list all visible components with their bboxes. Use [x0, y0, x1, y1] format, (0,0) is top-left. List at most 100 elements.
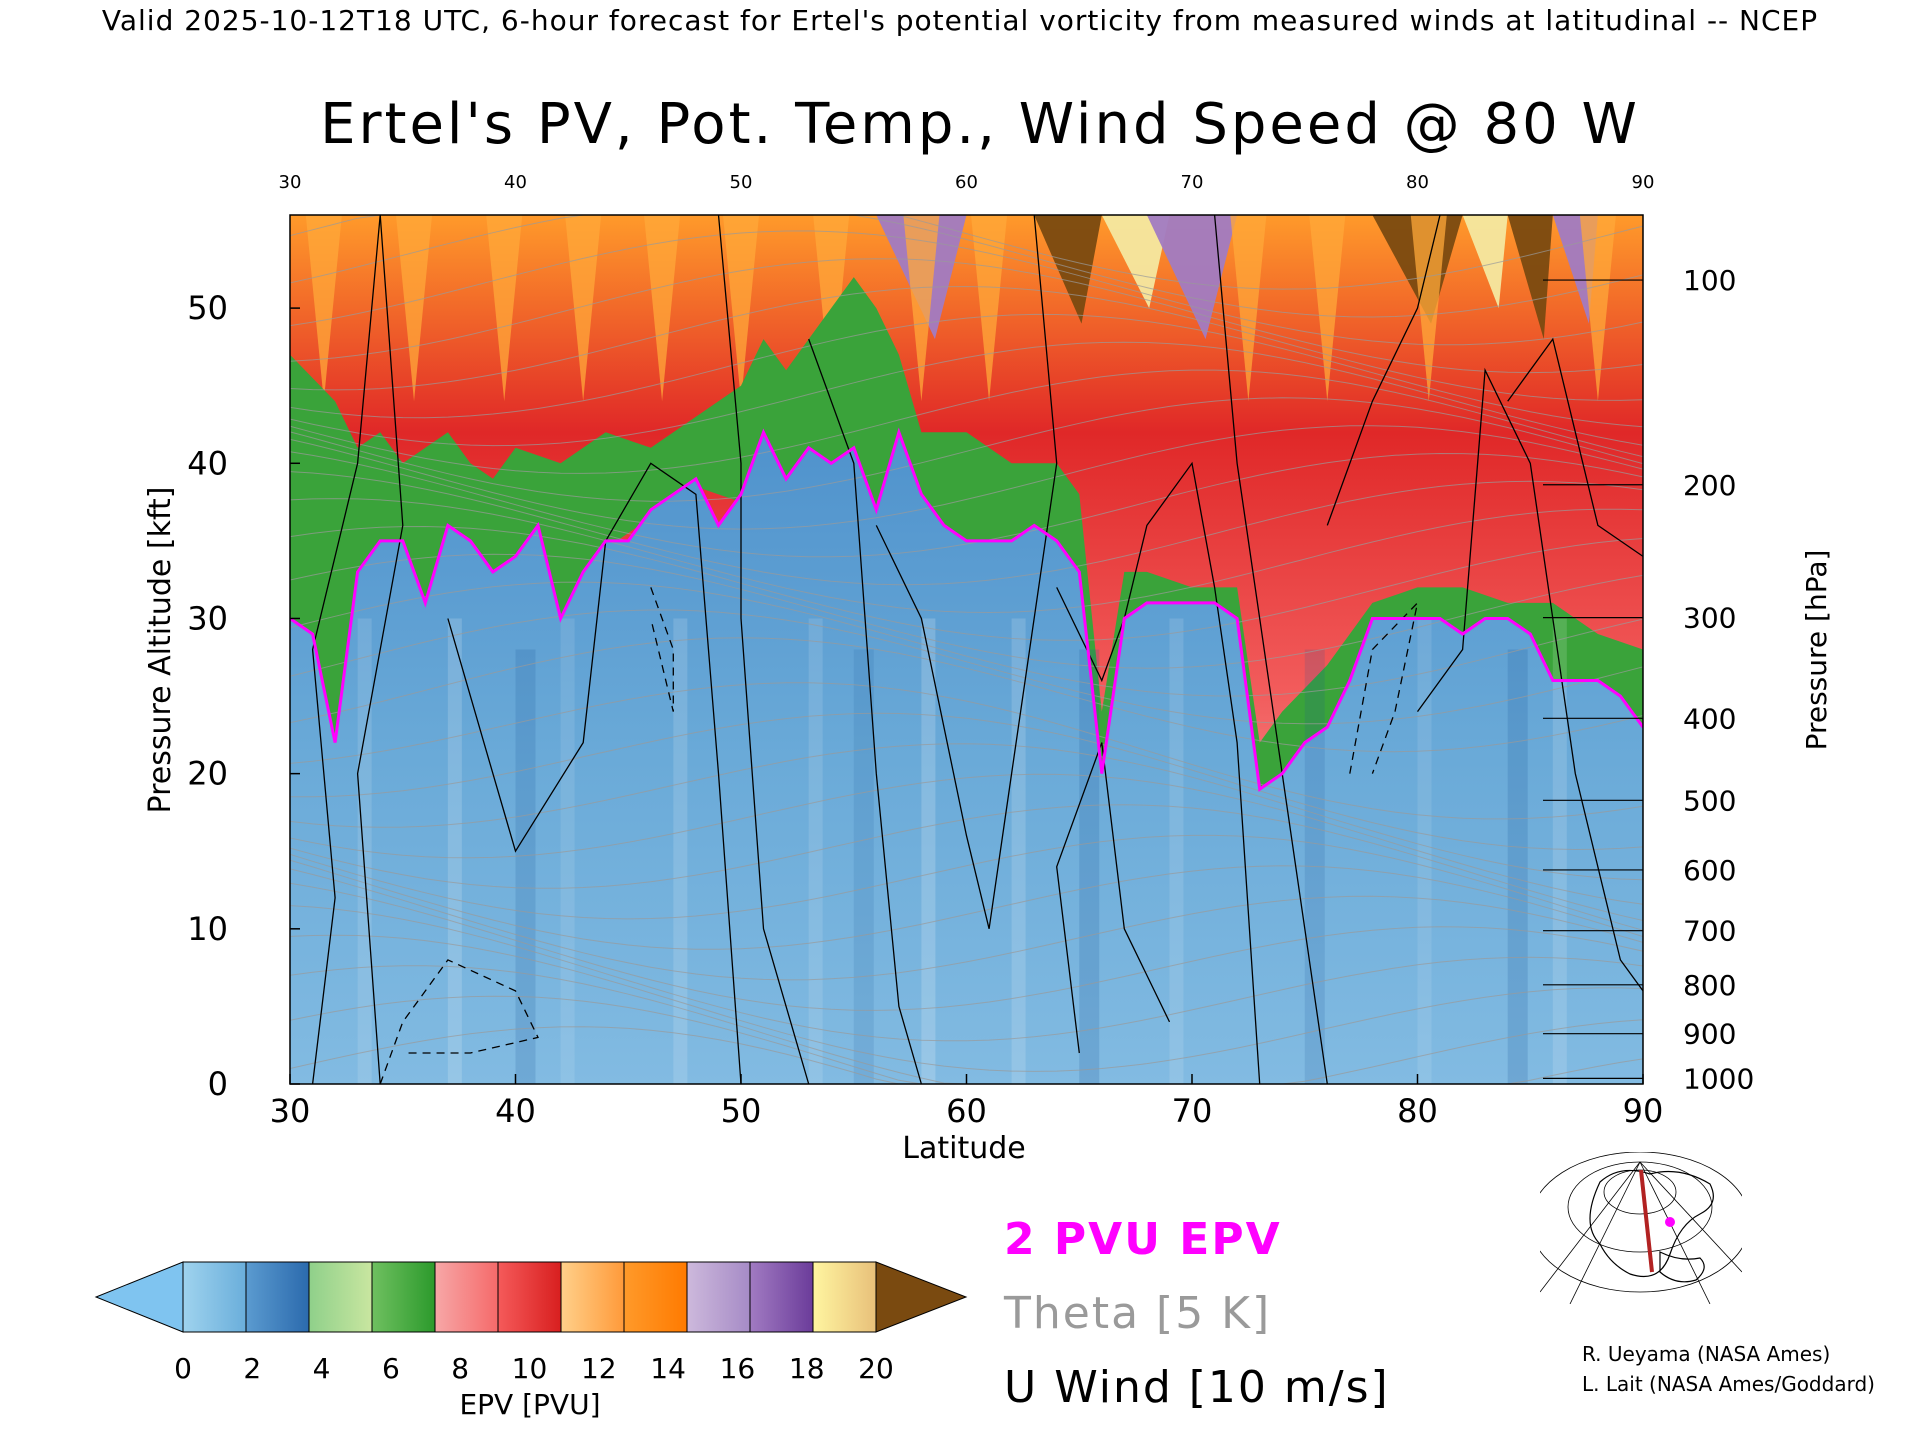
pressure-tick-label: 400	[1683, 702, 1736, 735]
x-axis-label: Latitude	[902, 1131, 1025, 1166]
strat-streak	[486, 215, 523, 402]
colorbar-segment	[749, 1261, 814, 1333]
strat-streak	[971, 215, 1008, 402]
colorbar-tick-label: 6	[382, 1352, 400, 1385]
x-tick-label: 50	[721, 1092, 762, 1130]
epv-streak	[1169, 618, 1184, 1084]
epv-streak	[921, 618, 936, 1084]
top-tick-label: 30	[279, 172, 302, 193]
theta-contour	[290, 804, 1643, 921]
colorbar-tick-label: 8	[451, 1352, 469, 1385]
theta-contour	[290, 609, 1643, 725]
strat-streak	[1309, 215, 1346, 402]
colorbar-tick-label: 4	[313, 1352, 331, 1385]
colorbar-segment	[686, 1261, 751, 1333]
upper-epv-patch	[1507, 215, 1553, 340]
y-tick-label: 0	[208, 1065, 228, 1103]
top-tick-label: 70	[1181, 172, 1204, 193]
theta-contour	[290, 934, 1643, 1072]
theta-contour	[290, 215, 1643, 290]
theta-contour	[290, 313, 1643, 428]
colorbar-tick-label: 18	[789, 1352, 825, 1385]
theta-contour	[290, 525, 1643, 641]
y-tick-label: 30	[187, 599, 228, 637]
uwind-contour	[311, 215, 381, 1084]
legend-pvu2: 2 PVU EPV	[1004, 1214, 1282, 1265]
theta-contour	[290, 965, 1643, 1084]
uwind-contour	[1213, 215, 1328, 1084]
x-tick-label: 60	[946, 1092, 987, 1130]
colorbar-under-arrow	[94, 1261, 184, 1333]
credit-line-1: R. Ueyama (NASA Ames)	[1582, 1342, 1831, 1366]
uwind-contour	[1416, 367, 1643, 992]
troposphere-fill	[290, 432, 1643, 1084]
uwind-contour	[1326, 215, 1441, 526]
top-tick-label: 60	[955, 172, 978, 193]
strat-streak	[395, 215, 433, 402]
theta-contour	[290, 498, 1643, 614]
top-tick-label: 80	[1406, 172, 1429, 193]
colorbar-segment	[623, 1261, 688, 1333]
colorbar-segment	[497, 1261, 562, 1333]
uwind-contour	[1507, 337, 1643, 557]
x-tick-label: 70	[1172, 1092, 1213, 1130]
epv-streak	[447, 618, 462, 1084]
header-line: Valid 2025-10-12T18 UTC, 6-hour forecast…	[101, 4, 1819, 37]
colorbar-segment	[308, 1261, 373, 1333]
upper-epv-patch	[1462, 215, 1508, 309]
green-epv-band	[290, 277, 1643, 797]
chart-title: Ertel's PV, Pot. Temp., Wind Speed @ 80 …	[320, 92, 1640, 157]
theta-contour	[290, 451, 1643, 558]
pressure-tick-label: 100	[1683, 264, 1736, 297]
top-tick-label: 40	[504, 172, 527, 193]
y-axis-label: Pressure Altitude [kft]	[143, 487, 178, 814]
legend-uwind: U Wind [10 m/s]	[1004, 1362, 1390, 1413]
colorbar-segment	[182, 1261, 247, 1333]
uwind-contour	[1056, 742, 1171, 1054]
uwind-contour	[808, 338, 923, 1084]
colorbar-segment	[371, 1261, 436, 1333]
pressure-tick-label: 600	[1683, 854, 1736, 887]
uwind-contour	[1056, 461, 1261, 1084]
colorbar-tick-label: 0	[174, 1352, 192, 1385]
uwind-contour	[875, 215, 1058, 929]
colorbar-tick-label: 12	[581, 1352, 617, 1385]
colorbar-label: EPV [PVU]	[459, 1388, 600, 1421]
x-tick-label: 40	[495, 1092, 536, 1130]
colorbar-segment	[812, 1261, 877, 1333]
uwind-contour	[356, 215, 404, 1084]
location-map-inset	[1540, 1152, 1742, 1304]
theta-contour	[290, 341, 1643, 447]
pressure-tick-label: 800	[1683, 969, 1736, 1002]
legend-theta: Theta [5 K]	[1004, 1288, 1272, 1339]
theta-contour	[290, 581, 1643, 697]
epv-streak	[1011, 618, 1026, 1084]
theta-contour	[290, 397, 1643, 502]
y-axis-pressure: 1000 900 800 700 600 500 400 300 200 100	[1543, 264, 1754, 1095]
upper-epv-patch	[1146, 215, 1238, 340]
colorbar-segment	[245, 1261, 310, 1333]
y2-axis-label: Pressure [hPa]	[1800, 550, 1833, 751]
pressure-tick-label: 300	[1683, 602, 1736, 635]
upper-epv-patch	[1101, 215, 1170, 309]
epv-streak	[673, 618, 688, 1084]
x-tick-label: 80	[1397, 1092, 1438, 1130]
uwind-contour-negative	[650, 587, 674, 712]
y-axis-kft: 0 10 20 30 40 50	[187, 289, 300, 1103]
epv-streak	[1079, 649, 1100, 1084]
theta-contour	[290, 882, 1643, 1011]
y-tick-label: 20	[187, 755, 228, 793]
theta-contours	[290, 215, 1643, 1084]
theta-contour	[290, 995, 1643, 1084]
strat-streak	[1579, 215, 1616, 402]
strat-streak	[903, 215, 940, 402]
top-tick-label: 90	[1632, 172, 1655, 193]
theta-contour	[290, 1026, 1643, 1084]
y-tick-label: 50	[187, 289, 228, 327]
theta-contour	[290, 773, 1643, 905]
y-tick-label: 10	[187, 910, 228, 948]
strat-streak	[1410, 215, 1447, 402]
strat-streak	[644, 215, 681, 402]
theta-contour	[290, 743, 1643, 881]
